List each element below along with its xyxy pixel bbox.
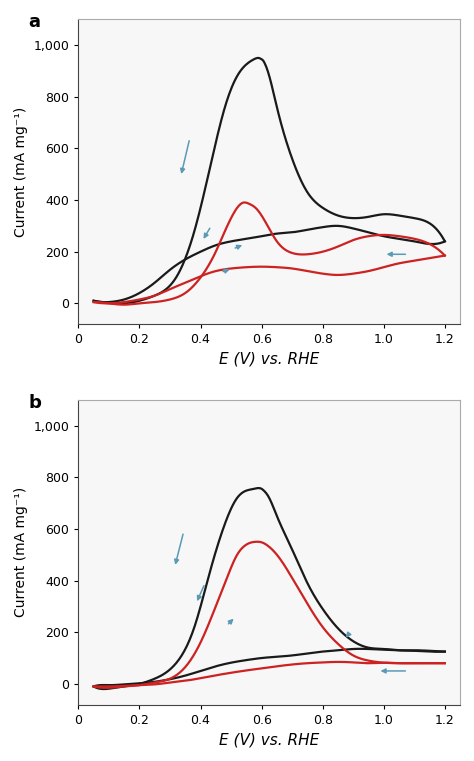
Text: a: a bbox=[29, 13, 41, 31]
Y-axis label: Current (mA mg⁻¹): Current (mA mg⁻¹) bbox=[14, 107, 28, 237]
Y-axis label: Current (mA mg⁻¹): Current (mA mg⁻¹) bbox=[14, 487, 28, 617]
X-axis label: E (V) vs. RHE: E (V) vs. RHE bbox=[219, 352, 319, 367]
Text: b: b bbox=[29, 393, 42, 412]
X-axis label: E (V) vs. RHE: E (V) vs. RHE bbox=[219, 732, 319, 747]
